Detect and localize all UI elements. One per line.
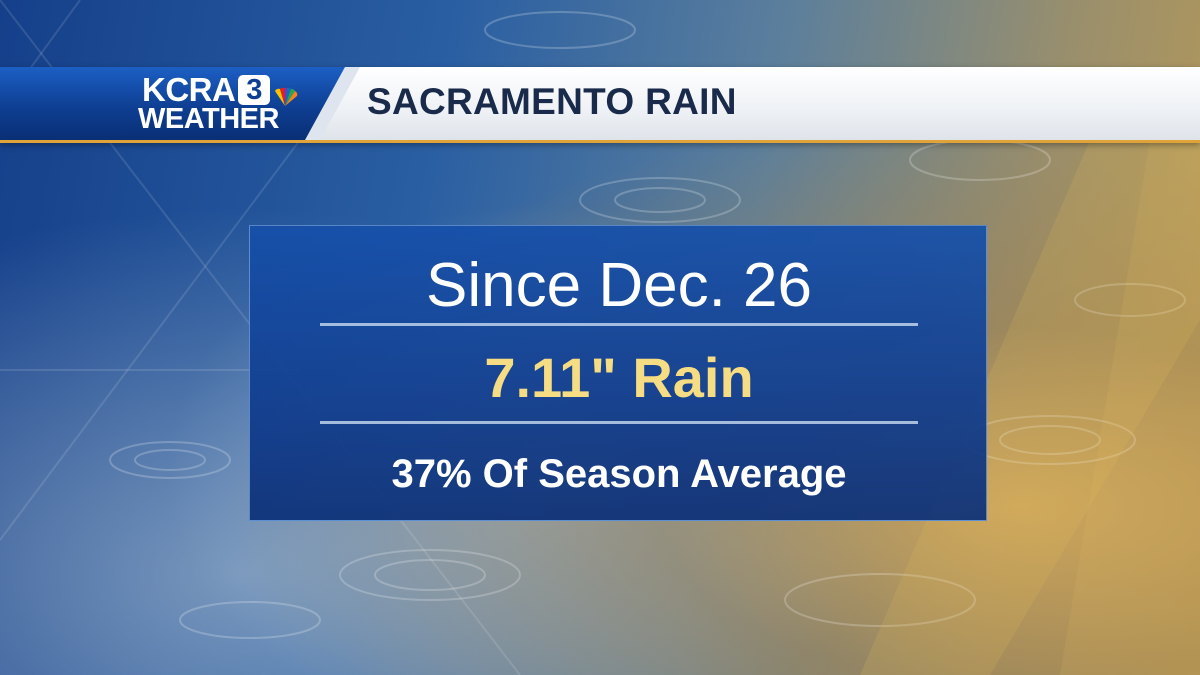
channel-number-badge: 3 <box>238 75 271 105</box>
page-title: SACRAMENTO RAIN <box>367 81 737 122</box>
rainfall-info-box: Since Dec. 26 7.11" Rain 37% Of Season A… <box>249 225 987 521</box>
station-call-letters: KCRA <box>142 71 236 108</box>
season-percent-text: 37% Of Season Average <box>391 452 847 496</box>
station-logo-top-row: KCRA 3 <box>142 73 298 107</box>
divider <box>320 323 918 326</box>
date-range-text: Since Dec. 26 <box>426 251 812 320</box>
divider <box>320 421 918 424</box>
rain-total-text: 7.11" Rain <box>484 346 754 409</box>
nbc-peacock-icon <box>275 87 298 106</box>
station-logo-subtitle: WEATHER <box>138 103 279 135</box>
